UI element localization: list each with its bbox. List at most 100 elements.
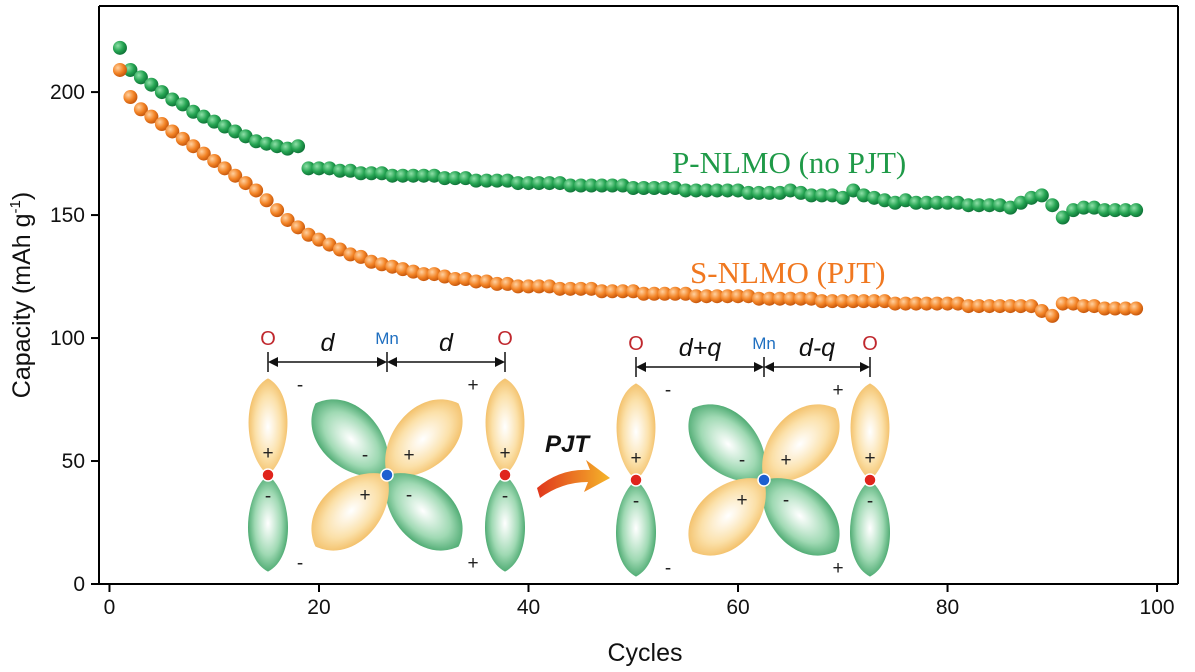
o-atom-right: [863, 473, 877, 487]
data-point: [741, 289, 756, 304]
data-point: [657, 286, 672, 301]
data-point: [1034, 303, 1049, 318]
data-point: [992, 198, 1007, 213]
x-axis-title: Cycles: [607, 639, 682, 667]
y-tick-label: 50: [62, 450, 85, 473]
data-point: [762, 185, 777, 200]
data-point: [1003, 299, 1018, 314]
data-point: [374, 166, 389, 181]
orbital-sign: -: [297, 553, 303, 574]
orbital-sign: -: [297, 375, 303, 396]
data-point: [364, 254, 379, 269]
orbital-sign: +: [630, 448, 641, 469]
data-point: [1045, 198, 1060, 213]
data-point: [1087, 299, 1102, 314]
data-point: [490, 173, 505, 188]
y-tick-label: 200: [50, 81, 85, 104]
y-tick-label: 150: [50, 204, 85, 227]
data-point: [636, 181, 651, 196]
data-point: [259, 136, 274, 151]
data-point: [437, 269, 452, 284]
mn-label: Mn: [752, 334, 776, 353]
y-axis-title: Capacity (mAh g-1): [7, 192, 36, 398]
data-point: [793, 185, 808, 200]
data-point: [353, 166, 368, 181]
data-point: [322, 161, 337, 176]
data-point: [1118, 203, 1133, 218]
o-atom-right: [498, 468, 512, 482]
series-0: [112, 40, 1144, 225]
data-point: [175, 97, 190, 112]
orbital-sign: -: [783, 490, 789, 511]
data-point: [961, 299, 976, 314]
data-point: [793, 291, 808, 306]
data-point: [249, 134, 264, 149]
data-point: [940, 296, 955, 311]
data-point: [364, 166, 379, 181]
o-label-right: O: [862, 333, 878, 355]
x-tick-label: 60: [726, 596, 749, 619]
data-point: [1055, 296, 1070, 311]
data-point: [542, 176, 557, 191]
data-point: [720, 183, 735, 198]
orbital-inset: + - + - - + + - - + - + d d O Mn O + - + - - + + - - + - + d+q d-q O Mn O…: [247, 328, 891, 579]
data-point: [814, 188, 829, 203]
data-point: [1013, 195, 1028, 210]
data-point: [835, 190, 850, 205]
data-point: [207, 114, 222, 129]
data-point: [437, 171, 452, 186]
data-point: [238, 129, 253, 144]
data-point: [353, 249, 368, 264]
data-point: [594, 284, 609, 299]
orbital-sign: +: [467, 375, 478, 396]
orbital-sign: -: [406, 485, 412, 506]
data-point: [144, 109, 159, 124]
data-point: [971, 198, 986, 213]
data-point: [584, 281, 599, 296]
data-point: [385, 168, 400, 183]
data-point: [992, 299, 1007, 314]
data-point: [542, 279, 557, 294]
distance-label-right: d: [439, 329, 454, 357]
pjt-label: PJT: [545, 431, 591, 458]
data-point: [458, 171, 473, 186]
data-point: [909, 296, 924, 311]
data-point: [217, 161, 232, 176]
orbital-sign: +: [780, 450, 791, 471]
data-point: [647, 286, 662, 301]
data-point: [112, 40, 127, 55]
data-point: [1097, 301, 1112, 316]
data-point: [710, 289, 725, 304]
data-point: [1055, 210, 1070, 225]
y-ticks: 0 50 100 150 200: [50, 81, 99, 596]
data-point: [196, 146, 211, 161]
data-point: [951, 296, 966, 311]
data-point: [605, 284, 620, 299]
series-label-p-nlmo: P-NLMO (no PJT): [672, 145, 906, 180]
data-point: [731, 183, 746, 198]
y-axis-title-main: Capacity (mAh g: [8, 213, 36, 398]
data-point: [647, 181, 662, 196]
data-point: [605, 178, 620, 193]
x-tick-label: 20: [307, 596, 330, 619]
distance-label-left: d+q: [679, 334, 722, 362]
data-point: [416, 267, 431, 282]
data-point: [552, 176, 567, 191]
data-point: [772, 185, 787, 200]
data-point: [573, 178, 588, 193]
o-label-right: O: [497, 328, 513, 350]
data-point: [249, 183, 264, 198]
data-point: [919, 296, 934, 311]
data-point: [867, 190, 882, 205]
data-point: [186, 104, 201, 119]
data-point: [291, 220, 306, 235]
data-point: [395, 262, 410, 277]
data-point: [291, 139, 306, 154]
data-point: [228, 168, 243, 183]
data-point: [751, 185, 766, 200]
data-point: [144, 77, 159, 92]
data-point: [762, 291, 777, 306]
data-point: [783, 183, 798, 198]
axes: 0 20 40 60 80 100 0 50 100 150 200: [50, 5, 1179, 619]
